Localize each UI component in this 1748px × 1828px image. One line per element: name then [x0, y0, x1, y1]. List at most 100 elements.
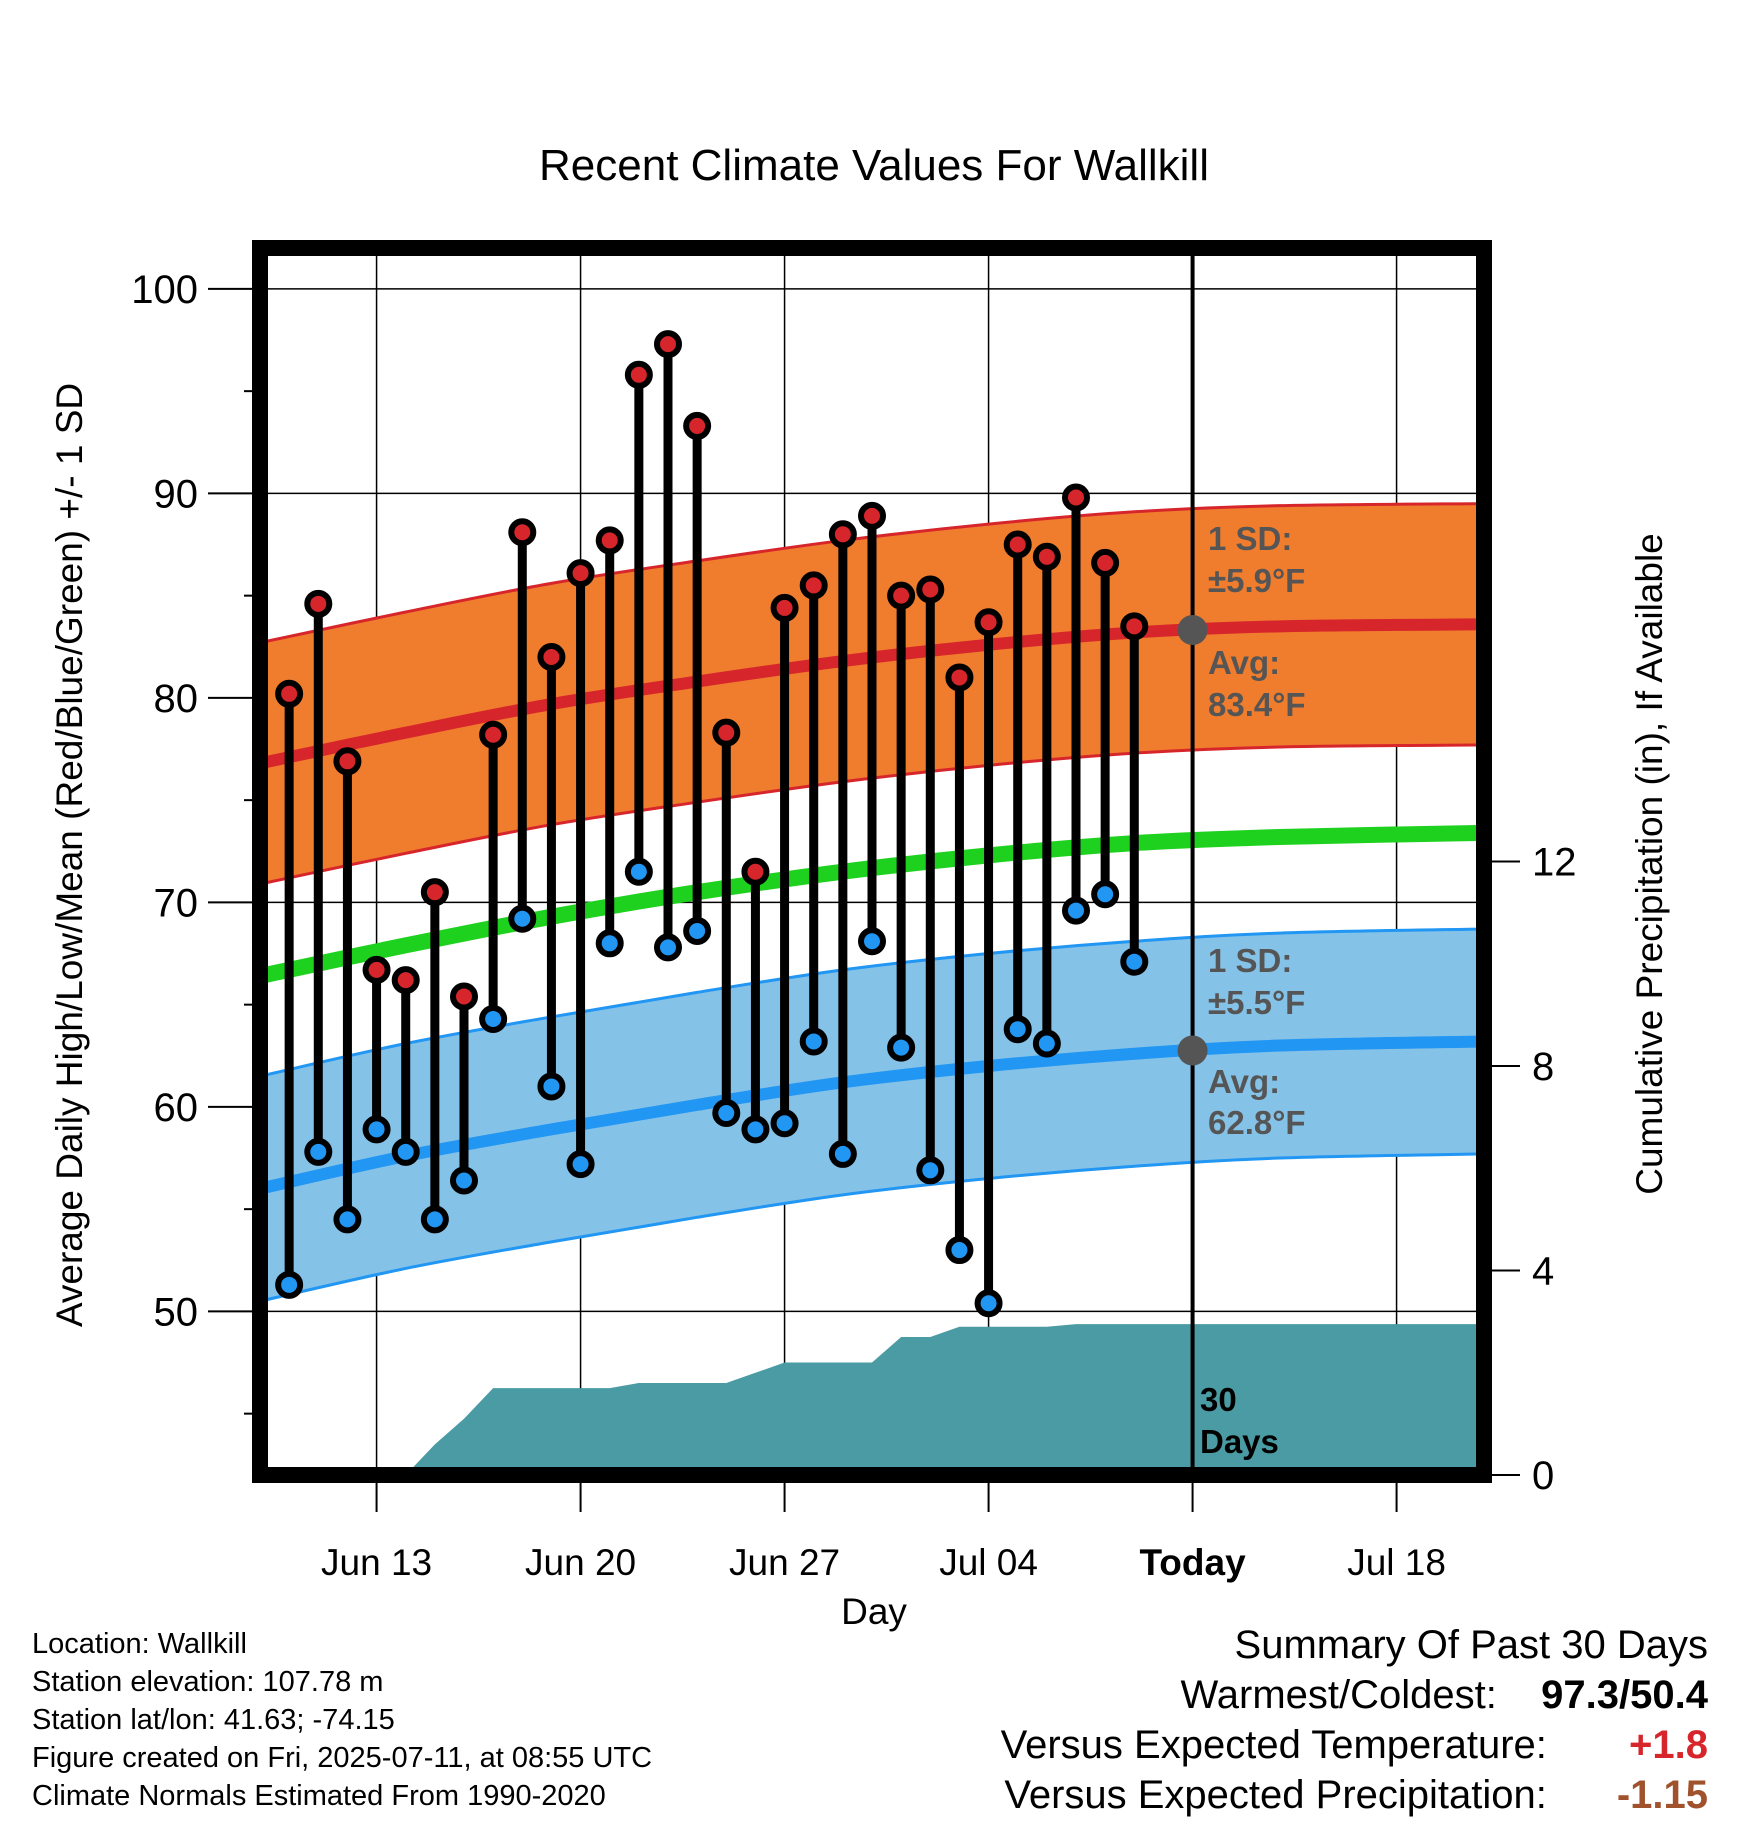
- warmest-label: Warmest/Coldest:: [1180, 1673, 1497, 1717]
- latlon-text: Station lat/lon: 41.63; -74.15: [32, 1704, 395, 1736]
- high-point: [450, 982, 478, 1011]
- y-axis-label: Average Daily High/Low/Mean (Red/Blue/Gr…: [49, 383, 90, 1327]
- y-tick-label: 70: [154, 881, 199, 925]
- low-point: [391, 1137, 420, 1166]
- y-tick-label: 50: [154, 1290, 199, 1334]
- low-point: [712, 1099, 741, 1128]
- x-tick-label: Jun 13: [321, 1542, 432, 1583]
- precip-value: -1.15: [1616, 1773, 1708, 1817]
- y2-tick-label: 4: [1532, 1250, 1554, 1294]
- y-tick-label: 90: [154, 472, 199, 516]
- low-band-lower-edge: [260, 1152, 1484, 1303]
- low-point: [333, 1205, 362, 1234]
- high-avg-value: 83.4°F: [1208, 686, 1306, 723]
- high-point: [770, 593, 799, 622]
- high-point: [624, 360, 653, 389]
- low-point: [566, 1150, 595, 1179]
- high-point: [654, 330, 682, 359]
- annotations: 1 SD: ±5.9°F Avg: 83.4°F 1 SD: ±5.5°F Av…: [1200, 520, 1306, 1460]
- low-point: [741, 1115, 770, 1144]
- location-text: Location: Wallkill: [32, 1628, 247, 1660]
- low-point: [683, 917, 712, 946]
- high-point: [858, 501, 886, 530]
- low-point: [420, 1205, 449, 1234]
- temp-value: +1.8: [1629, 1723, 1708, 1767]
- low-point: [799, 1027, 828, 1056]
- high-point: [508, 518, 537, 547]
- low-point: [508, 904, 537, 933]
- y-tick-label: 60: [154, 1086, 199, 1130]
- axes: 50 60 70 80 90 100 0 4 8 12 Jun 13 Jun 20 Jun 27 Jul …: [131, 240, 1577, 1583]
- low-point: [1091, 880, 1120, 909]
- low-point: [275, 1270, 304, 1299]
- elevation-text: Station elevation: 107.78 m: [32, 1666, 384, 1698]
- high-point: [420, 878, 449, 907]
- high-point: [333, 747, 362, 776]
- plot-area: [260, 248, 1484, 1475]
- high-point: [595, 526, 624, 555]
- high-point: [1003, 530, 1032, 559]
- low-point: [828, 1139, 857, 1168]
- high-sd-value: ±5.9°F: [1208, 562, 1305, 599]
- low-point: [945, 1236, 974, 1265]
- x-tick-label: Jul 04: [939, 1542, 1038, 1583]
- low-point: [1120, 947, 1149, 976]
- chart-title: Recent Climate Values For Wallkill: [539, 141, 1209, 190]
- low-point: [595, 929, 624, 958]
- low-avg-value: 62.8°F: [1208, 1104, 1306, 1141]
- low-avg-label: Avg:: [1208, 1063, 1280, 1100]
- x-tick-label: Today: [1139, 1542, 1246, 1583]
- high-point: [362, 955, 391, 984]
- low-point: [450, 1166, 478, 1195]
- low-sd-label: 1 SD:: [1208, 942, 1292, 979]
- precip-area: [347, 1324, 1484, 1475]
- low-point: [537, 1072, 566, 1101]
- today-low-avg-marker: [1177, 1035, 1208, 1066]
- x-tick-label: Jul 18: [1347, 1542, 1446, 1583]
- high-point: [537, 643, 566, 671]
- high-point: [1032, 542, 1061, 571]
- x-tick-label: Jun 20: [525, 1542, 636, 1583]
- low-point: [362, 1115, 391, 1144]
- high-point: [799, 571, 828, 600]
- high-avg-label: Avg:: [1208, 644, 1280, 681]
- high-point: [945, 663, 974, 692]
- temp-label: Versus Expected Temperature:: [1000, 1723, 1547, 1767]
- warmest-value: 97.3/50.4: [1541, 1673, 1708, 1717]
- high-point: [712, 718, 741, 747]
- low-point: [858, 927, 886, 956]
- high-point: [1120, 612, 1149, 641]
- y2-tick-label: 12: [1532, 841, 1577, 885]
- y2-tick-label: 8: [1532, 1045, 1554, 1089]
- summary-temp-row: Versus Expected Temperature: +1.8: [1001, 1720, 1708, 1770]
- low-point: [974, 1289, 1003, 1318]
- summary-precip-row: Versus Expected Precipitation: -1.15: [1001, 1770, 1708, 1820]
- y2-tick-label: 0: [1532, 1454, 1554, 1498]
- high-point: [887, 581, 916, 610]
- high-point: [916, 575, 945, 604]
- low-point: [624, 857, 653, 886]
- today-high-avg-marker: [1177, 615, 1208, 646]
- precip-label: Versus Expected Precipitation:: [1004, 1773, 1547, 1817]
- low-point: [1003, 1015, 1032, 1044]
- high-point: [275, 679, 304, 708]
- high-point: [479, 720, 508, 749]
- low-point: [304, 1137, 333, 1166]
- y2-axis-label: Cumulative Precipitation (in), If Availa…: [1629, 533, 1670, 1195]
- low-point: [654, 933, 682, 962]
- low-point: [1032, 1029, 1061, 1058]
- high-point: [566, 559, 595, 588]
- summary-panel: Summary Of Past 30 Days Warmest/Coldest:…: [1001, 1620, 1708, 1820]
- summary-title: Summary Of Past 30 Days: [1234, 1623, 1708, 1667]
- high-point: [304, 589, 333, 618]
- low-point: [770, 1109, 799, 1138]
- high-point: [741, 857, 770, 886]
- high-point: [1091, 548, 1120, 577]
- low-point: [916, 1156, 945, 1185]
- x-tick-label: Jun 27: [729, 1542, 840, 1583]
- low-point: [1062, 896, 1090, 925]
- high-point: [683, 411, 712, 440]
- x-axis-label: Day: [841, 1591, 907, 1632]
- high-point: [391, 966, 420, 995]
